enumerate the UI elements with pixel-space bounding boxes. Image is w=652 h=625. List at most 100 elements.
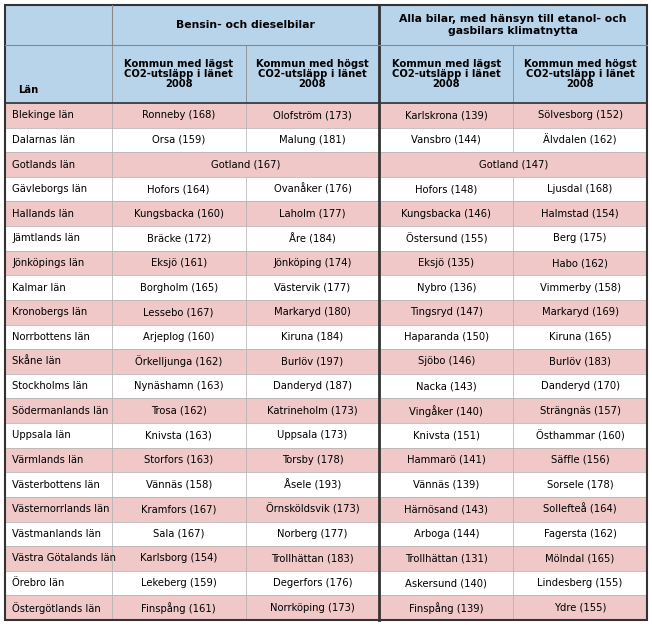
Bar bbox=[5, 251, 111, 276]
Text: Kommun med lägst: Kommun med lägst bbox=[124, 59, 233, 69]
Text: Sala (167): Sala (167) bbox=[153, 529, 204, 539]
Text: Bräcke (172): Bräcke (172) bbox=[147, 233, 211, 243]
Bar bbox=[246, 201, 379, 226]
Text: Hofors (164): Hofors (164) bbox=[147, 184, 210, 194]
Text: Västernorrlands län: Västernorrlands län bbox=[12, 504, 110, 514]
Text: Västmanlands län: Västmanlands län bbox=[12, 529, 102, 539]
Bar bbox=[5, 596, 111, 620]
Bar bbox=[379, 349, 513, 374]
Bar bbox=[246, 324, 379, 349]
Bar bbox=[513, 398, 647, 423]
Text: Örnsköldsvik (173): Örnsköldsvik (173) bbox=[265, 504, 359, 515]
Bar bbox=[111, 45, 246, 103]
Text: Västerbottens län: Västerbottens län bbox=[12, 479, 100, 489]
Bar bbox=[5, 152, 111, 177]
Bar bbox=[111, 398, 246, 423]
Text: Kommun med lägst: Kommun med lägst bbox=[392, 59, 501, 69]
Text: Lekeberg (159): Lekeberg (159) bbox=[141, 578, 216, 588]
Text: 2008: 2008 bbox=[432, 79, 460, 89]
Bar bbox=[379, 103, 513, 127]
Text: Östersund (155): Östersund (155) bbox=[406, 232, 487, 244]
Text: Nynäshamn (163): Nynäshamn (163) bbox=[134, 381, 224, 391]
Text: Hallands län: Hallands län bbox=[12, 209, 74, 219]
Bar bbox=[513, 448, 647, 472]
Text: Orsa (159): Orsa (159) bbox=[152, 135, 205, 145]
Bar bbox=[513, 423, 647, 448]
Bar bbox=[5, 546, 111, 571]
Text: Jönköping (174): Jönköping (174) bbox=[273, 258, 351, 268]
Text: Lessebo (167): Lessebo (167) bbox=[143, 308, 214, 318]
Text: Habo (162): Habo (162) bbox=[552, 258, 608, 268]
Text: Älvdalen (162): Älvdalen (162) bbox=[543, 134, 617, 146]
Bar bbox=[379, 127, 513, 152]
Bar bbox=[246, 103, 379, 127]
Bar bbox=[246, 472, 379, 497]
Text: Danderyd (170): Danderyd (170) bbox=[541, 381, 619, 391]
Bar bbox=[379, 5, 647, 45]
Bar bbox=[379, 596, 513, 620]
Text: Kungsbacka (146): Kungsbacka (146) bbox=[402, 209, 491, 219]
Bar bbox=[513, 276, 647, 300]
Text: Blekinge län: Blekinge län bbox=[12, 110, 74, 120]
Text: Finspång (161): Finspång (161) bbox=[141, 602, 216, 614]
Text: Dalarnas län: Dalarnas län bbox=[12, 135, 76, 145]
Bar bbox=[5, 226, 111, 251]
Bar bbox=[5, 472, 111, 497]
Text: Burlöv (183): Burlöv (183) bbox=[549, 356, 611, 366]
Bar bbox=[246, 226, 379, 251]
Text: Kronobergs län: Kronobergs län bbox=[12, 308, 88, 318]
Text: Sollefteå (164): Sollefteå (164) bbox=[543, 504, 617, 515]
Bar bbox=[5, 423, 111, 448]
Text: Vännäs (158): Vännäs (158) bbox=[145, 479, 212, 489]
Text: CO2-utsläpp i länet: CO2-utsläpp i länet bbox=[392, 69, 501, 79]
Bar bbox=[513, 300, 647, 324]
Bar bbox=[379, 201, 513, 226]
Bar bbox=[5, 276, 111, 300]
Text: Skåne län: Skåne län bbox=[12, 356, 61, 366]
Text: Stockholms län: Stockholms län bbox=[12, 381, 89, 391]
Bar bbox=[246, 546, 379, 571]
Bar bbox=[513, 103, 647, 127]
Text: Torsby (178): Torsby (178) bbox=[282, 455, 344, 465]
Bar bbox=[5, 521, 111, 546]
Text: Gotlands län: Gotlands län bbox=[12, 159, 76, 169]
Text: Gävleborgs län: Gävleborgs län bbox=[12, 184, 87, 194]
Bar bbox=[246, 300, 379, 324]
Text: Mölndal (165): Mölndal (165) bbox=[546, 554, 615, 564]
Text: Åre (184): Åre (184) bbox=[289, 232, 336, 244]
Text: Nybro (136): Nybro (136) bbox=[417, 282, 476, 292]
Bar bbox=[111, 448, 246, 472]
Text: Ovanåker (176): Ovanåker (176) bbox=[274, 184, 351, 195]
Bar bbox=[111, 177, 246, 201]
Bar bbox=[246, 448, 379, 472]
Text: Olofström (173): Olofström (173) bbox=[273, 110, 352, 120]
Bar bbox=[379, 45, 513, 103]
Bar bbox=[513, 127, 647, 152]
Bar bbox=[5, 45, 111, 103]
Text: Markaryd (180): Markaryd (180) bbox=[274, 308, 351, 318]
Text: Östergötlands län: Östergötlands län bbox=[12, 602, 101, 614]
Bar bbox=[513, 546, 647, 571]
Text: Markaryd (169): Markaryd (169) bbox=[542, 308, 619, 318]
Bar bbox=[111, 596, 246, 620]
Text: Storfors (163): Storfors (163) bbox=[144, 455, 213, 465]
Text: Norrköping (173): Norrköping (173) bbox=[270, 602, 355, 612]
Text: Örkelljunga (162): Örkelljunga (162) bbox=[135, 356, 222, 367]
Bar bbox=[379, 374, 513, 398]
Bar bbox=[246, 276, 379, 300]
Bar bbox=[111, 374, 246, 398]
Bar bbox=[5, 201, 111, 226]
Text: CO2-utsläpp i länet: CO2-utsläpp i länet bbox=[258, 69, 367, 79]
Text: Ronneby (168): Ronneby (168) bbox=[142, 110, 215, 120]
Bar bbox=[513, 45, 647, 103]
Text: Hammarö (141): Hammarö (141) bbox=[407, 455, 486, 465]
Text: Örebro län: Örebro län bbox=[12, 578, 65, 588]
Bar bbox=[246, 497, 379, 521]
Text: Kalmar län: Kalmar län bbox=[12, 282, 67, 292]
Text: Norberg (177): Norberg (177) bbox=[277, 529, 348, 539]
Text: Östhammar (160): Östhammar (160) bbox=[536, 429, 625, 441]
Text: Kramfors (167): Kramfors (167) bbox=[141, 504, 216, 514]
Text: Jönköpings län: Jönköpings län bbox=[12, 258, 85, 268]
Text: Sölvesborg (152): Sölvesborg (152) bbox=[538, 110, 623, 120]
Bar bbox=[5, 103, 111, 127]
